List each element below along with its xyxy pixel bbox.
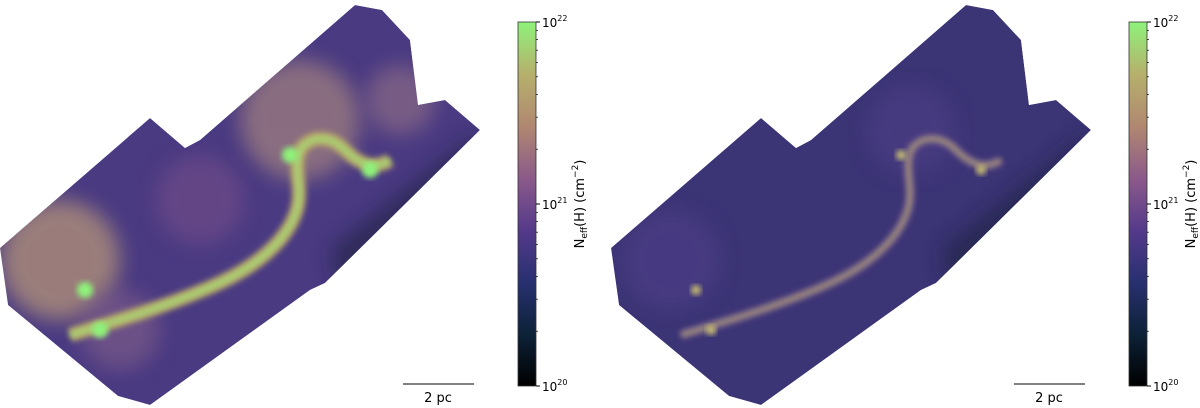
dense-clump xyxy=(706,325,716,335)
panel-2: 1022 1021 1020 Neff(H) (cm−2) 2 pc xyxy=(611,5,1200,406)
dense-clump xyxy=(77,282,93,298)
dense-clump xyxy=(92,322,108,338)
dense-clump xyxy=(362,162,378,178)
colorbar-tick-label: 1020 xyxy=(542,378,567,394)
diffuse-emission xyxy=(866,85,956,175)
colorbar-label: Neff(H) (cm−2) xyxy=(571,160,590,249)
dense-clump xyxy=(976,165,986,175)
diffuse-emission xyxy=(155,155,245,245)
colorbar: 1022 1021 1020 Neff(H) (cm−2) xyxy=(1128,14,1200,394)
dense-clump xyxy=(896,150,906,160)
dense-clump xyxy=(282,147,298,163)
diffuse-emission xyxy=(621,210,721,310)
diffuse-emission xyxy=(365,65,435,135)
colorbar-tick-label: 1021 xyxy=(542,196,567,212)
filament xyxy=(69,136,392,337)
map-background xyxy=(611,5,1091,405)
filament xyxy=(680,137,1002,337)
scale-bar: 2 pc xyxy=(403,383,474,406)
colorbar-tick-label: 1020 xyxy=(1153,378,1178,394)
colorbar-gradient xyxy=(517,21,537,387)
dense-clump xyxy=(691,285,701,295)
column-density-map xyxy=(611,5,1091,405)
diffuse-emission xyxy=(240,60,360,180)
colorbar-label: Neff(H) (cm−2) xyxy=(1182,160,1200,249)
scale-bar-label: 2 pc xyxy=(1035,391,1063,406)
colorbar-tick-label: 1021 xyxy=(1153,196,1178,212)
column-density-map xyxy=(0,5,480,405)
colorbar-gradient xyxy=(1128,21,1148,387)
colorbar-tick-label: 1022 xyxy=(1153,14,1178,30)
colorbar-tick-label: 1022 xyxy=(542,14,567,30)
colorbar: 1022 1021 1020 Neff(H) (cm−2) xyxy=(517,14,590,394)
scale-bar-label: 2 pc xyxy=(424,391,452,406)
panel-1: 1022 1021 1020 Neff(H) (cm−2) 2 pc xyxy=(0,5,590,406)
scale-bar: 2 pc xyxy=(1014,383,1085,406)
